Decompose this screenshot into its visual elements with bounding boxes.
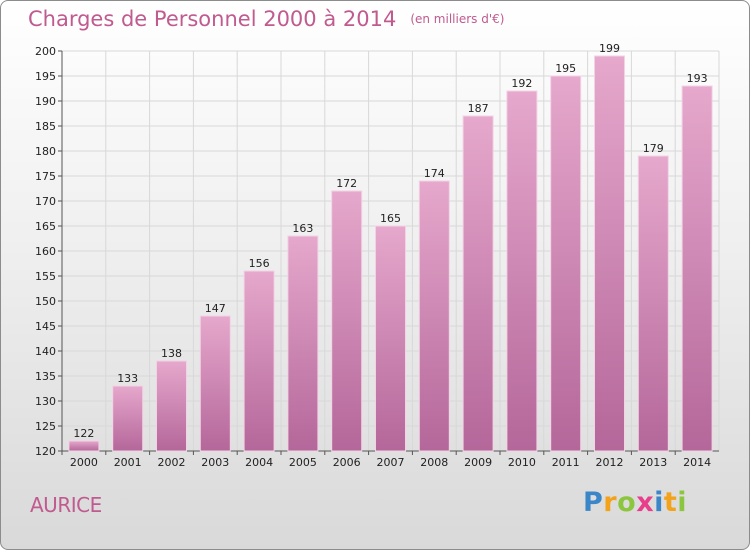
value-label: 163 (292, 222, 313, 235)
value-label: 122 (73, 427, 94, 440)
value-label: 156 (249, 257, 270, 270)
value-label: 199 (599, 42, 620, 55)
x-tick-label: 2000 (70, 456, 98, 469)
y-tick-label: 155 (35, 270, 56, 283)
commune-name: AURICE (30, 493, 102, 517)
x-tick-label: 2006 (333, 456, 361, 469)
bar (287, 235, 319, 452)
bars (68, 55, 713, 452)
value-label: 195 (555, 62, 576, 75)
x-tick-label: 2014 (683, 456, 711, 469)
y-tick-label: 125 (35, 420, 56, 433)
value-label: 174 (424, 167, 445, 180)
bar (418, 180, 450, 452)
x-tick-label: 2004 (245, 456, 273, 469)
value-label: 193 (687, 72, 708, 85)
x-tick-label: 2013 (639, 456, 667, 469)
x-tick-label: 2003 (201, 456, 229, 469)
y-tick-label: 185 (35, 120, 56, 133)
y-tick-label: 180 (35, 145, 56, 158)
bar (243, 270, 275, 452)
y-tick-label: 200 (35, 45, 56, 58)
bar (112, 385, 144, 452)
x-tick-label: 2009 (464, 456, 492, 469)
y-tick-label: 175 (35, 170, 56, 183)
y-tick-label: 130 (35, 395, 56, 408)
proxiti-logo: Proxiti (583, 487, 688, 518)
value-label: 133 (117, 372, 138, 385)
y-tick-label: 195 (35, 70, 56, 83)
bar (331, 190, 363, 452)
bar (156, 360, 187, 452)
bar (681, 85, 713, 452)
y-tick-label: 190 (35, 95, 56, 108)
value-label: 138 (161, 347, 182, 360)
chart-title: Charges de Personnel 2000 à 2014 (en mill… (28, 7, 504, 31)
y-tick-label: 160 (35, 245, 56, 258)
x-tick-label: 2012 (596, 456, 624, 469)
bar (506, 90, 538, 452)
y-tick-label: 150 (35, 295, 56, 308)
bar (550, 75, 582, 452)
x-tick-label: 2002 (158, 456, 186, 469)
x-tick-label: 2001 (114, 456, 142, 469)
bar (462, 115, 494, 452)
x-tick-label: 2010 (508, 456, 536, 469)
value-label: 165 (380, 212, 401, 225)
title-text: Charges de Personnel 2000 à 2014 (28, 7, 397, 31)
bar (594, 55, 625, 452)
y-tick-label: 135 (35, 370, 56, 383)
labels: 120 125 130 135 140 145 150 155 160 165 170 175 180 1… (35, 42, 711, 469)
value-label: 147 (205, 302, 226, 315)
x-tick-label: 2005 (289, 456, 317, 469)
value-label: 172 (336, 177, 357, 190)
x-tick-label: 2008 (420, 456, 448, 469)
y-tick-label: 140 (35, 345, 56, 358)
title-unit: (en milliers d'€) (410, 12, 505, 26)
x-tick-label: 2007 (377, 456, 405, 469)
bar (375, 225, 406, 452)
bar (199, 315, 231, 452)
value-label: 187 (468, 102, 489, 115)
value-label: 179 (643, 142, 664, 155)
y-tick-label: 120 (35, 445, 56, 458)
bar (68, 440, 100, 452)
x-tick-label: 2011 (552, 456, 580, 469)
y-tick-label: 145 (35, 320, 56, 333)
y-tick-label: 170 (35, 195, 56, 208)
y-tick-label: 165 (35, 220, 56, 233)
value-label: 192 (511, 77, 532, 90)
bar (637, 155, 669, 452)
